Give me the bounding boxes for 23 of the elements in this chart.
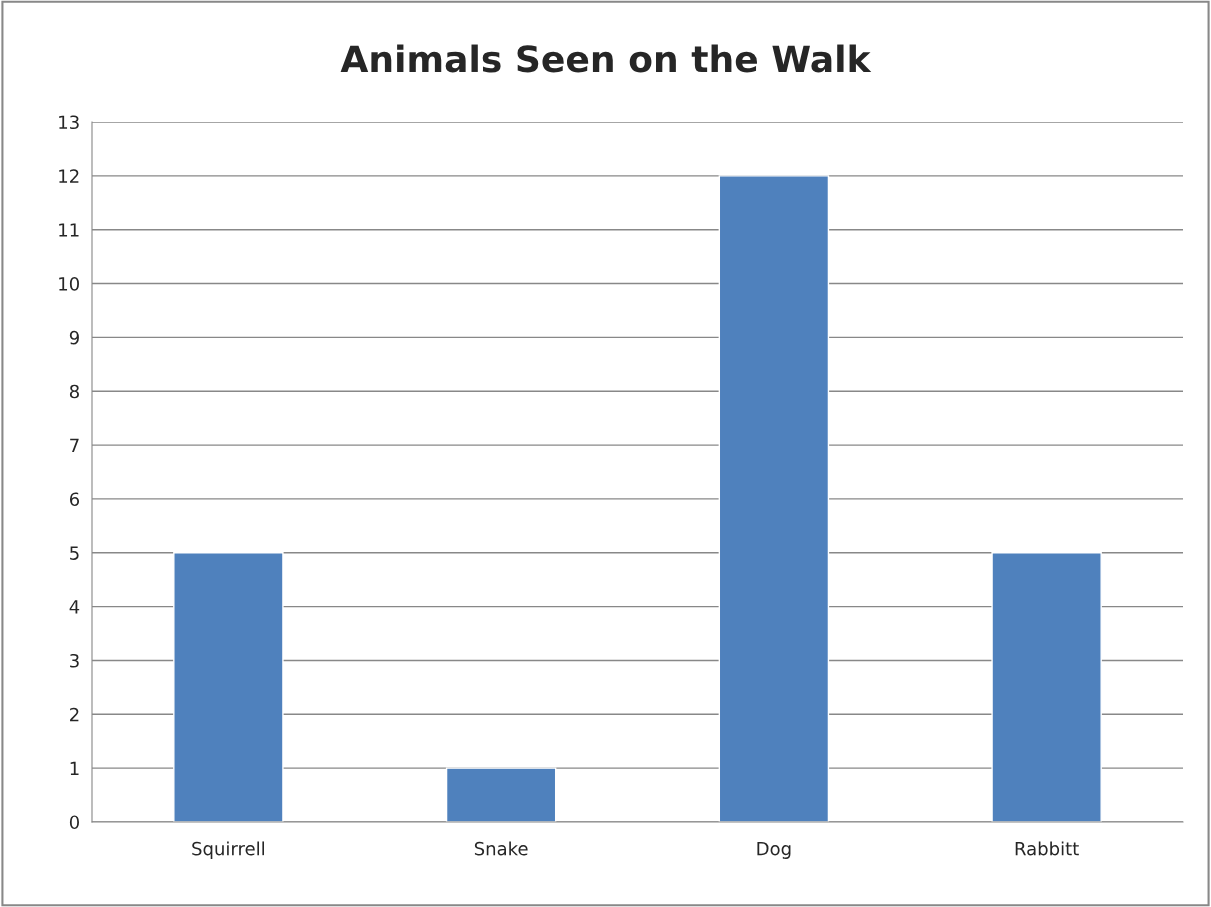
- bar: [445, 767, 557, 822]
- chart-title: Animals Seen on the Walk: [340, 44, 872, 73]
- y-tick-label: 9: [69, 330, 79, 345]
- x-tick-label: Snake: [474, 841, 528, 856]
- y-tick-label: 3: [70, 653, 79, 668]
- y-tick-label: 1: [70, 761, 79, 776]
- bar: [991, 552, 1102, 822]
- x-tick-label: Rabbitt: [1015, 841, 1079, 856]
- bar: [173, 552, 284, 822]
- y-tick-label: 8: [69, 384, 79, 399]
- y-tick-label: 5: [70, 546, 79, 560]
- bar: [718, 175, 830, 822]
- y-tick-label: 13: [59, 115, 79, 130]
- y-tick-label: 0: [69, 815, 79, 830]
- y-tick-label: 2: [70, 707, 79, 722]
- y-tick-label: 7: [70, 438, 79, 452]
- x-tick-label: Dog: [757, 842, 791, 859]
- x-tick-label: Squirrell: [192, 841, 265, 859]
- y-tick-label: 4: [69, 600, 80, 614]
- y-tick-label: 10: [59, 277, 79, 291]
- y-tick-label: 12: [59, 169, 79, 183]
- y-tick-label: 11: [59, 223, 79, 237]
- y-tick-label: 6: [69, 492, 80, 507]
